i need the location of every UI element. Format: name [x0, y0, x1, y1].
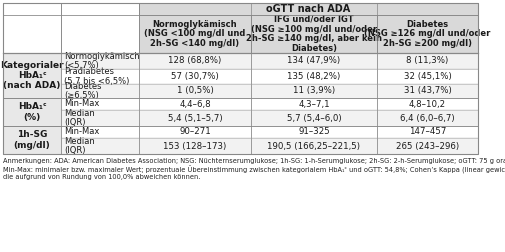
- Text: 8 (11,3%): 8 (11,3%): [406, 56, 448, 66]
- Bar: [376, 138, 477, 154]
- Bar: [61, 110, 139, 126]
- Text: 91–325: 91–325: [297, 128, 329, 137]
- Bar: [250, 69, 376, 84]
- Text: 190,5 (166,25–221,5): 190,5 (166,25–221,5): [267, 142, 360, 150]
- Bar: [250, 138, 376, 154]
- Text: 5,4 (5,1–5,7): 5,4 (5,1–5,7): [167, 113, 222, 122]
- Text: die aufgrund von Rundung von 100,0% abweichen können.: die aufgrund von Rundung von 100,0% abwe…: [3, 174, 200, 180]
- Text: 90–271: 90–271: [179, 128, 211, 137]
- Bar: [61, 3, 139, 15]
- Text: 57 (30,7%): 57 (30,7%): [171, 72, 219, 81]
- Bar: [139, 138, 250, 154]
- Text: 265 (243–296): 265 (243–296): [395, 142, 458, 150]
- Text: Anmerkungen: ADA: American Diabetes Association; NSG: Nüchternserumglukose; 1h-S: Anmerkungen: ADA: American Diabetes Asso…: [3, 158, 505, 164]
- Text: 153 (128–173): 153 (128–173): [163, 142, 226, 150]
- Bar: [139, 84, 250, 98]
- Bar: [3, 98, 61, 126]
- Bar: [139, 110, 250, 126]
- Bar: [61, 69, 139, 84]
- Bar: [376, 15, 477, 53]
- Text: 31 (43,7%): 31 (43,7%): [403, 86, 450, 96]
- Text: 4,4–6,8: 4,4–6,8: [179, 100, 211, 109]
- Bar: [250, 126, 376, 138]
- Bar: [250, 98, 376, 110]
- Bar: [250, 15, 376, 53]
- Bar: [61, 138, 139, 154]
- Bar: [139, 3, 477, 15]
- Text: Min-Max: Min-Max: [64, 128, 99, 137]
- Text: Median
(IQR): Median (IQR): [64, 109, 94, 127]
- Bar: [3, 53, 61, 98]
- Bar: [139, 126, 250, 138]
- Bar: [250, 53, 376, 69]
- Bar: [61, 53, 139, 69]
- Bar: [139, 15, 250, 53]
- Bar: [250, 84, 376, 98]
- Text: 11 (3,9%): 11 (3,9%): [292, 86, 334, 96]
- Text: Median
(IQR): Median (IQR): [64, 137, 94, 155]
- Bar: [376, 53, 477, 69]
- Bar: [61, 84, 139, 98]
- Bar: [139, 53, 250, 69]
- Bar: [376, 84, 477, 98]
- Bar: [376, 69, 477, 84]
- Bar: [3, 15, 61, 53]
- Text: Normoglykämisch
(NSG <100 mg/dl und
2h-SG <140 mg/dl): Normoglykämisch (NSG <100 mg/dl und 2h-S…: [144, 20, 245, 48]
- Text: 32 (45,1%): 32 (45,1%): [403, 72, 450, 81]
- Text: Min-Max: Min-Max: [64, 100, 99, 109]
- Text: 134 (47,9%): 134 (47,9%): [287, 56, 340, 66]
- Text: 5,7 (5,4–6,0): 5,7 (5,4–6,0): [286, 113, 341, 122]
- Text: IFG und/oder IGT
(NSG ≥100 mg/dl und/oder
2h-SG ≥140 mg/dl, aber kein
Diabetes): IFG und/oder IGT (NSG ≥100 mg/dl und/ode…: [245, 15, 381, 53]
- Text: 147–457: 147–457: [408, 128, 445, 137]
- Bar: [3, 3, 477, 154]
- Text: 135 (48,2%): 135 (48,2%): [287, 72, 340, 81]
- Bar: [376, 98, 477, 110]
- Text: Min-Max: minimaler bzw. maximaler Wert; prozentuale Übereinstimmung zwischen kat: Min-Max: minimaler bzw. maximaler Wert; …: [3, 166, 505, 174]
- Bar: [61, 126, 139, 138]
- Text: Diabetes
(≥6,5%): Diabetes (≥6,5%): [64, 82, 102, 100]
- Bar: [250, 110, 376, 126]
- Text: 4,8–10,2: 4,8–10,2: [408, 100, 445, 109]
- Text: 1 (0,5%): 1 (0,5%): [176, 86, 213, 96]
- Text: Diabetes
(NSG ≥126 mg/dl und/oder
2h-SG ≥200 mg/dl): Diabetes (NSG ≥126 mg/dl und/oder 2h-SG …: [364, 20, 490, 48]
- Bar: [376, 110, 477, 126]
- Bar: [61, 98, 139, 110]
- Text: 4,3–7,1: 4,3–7,1: [297, 100, 329, 109]
- Text: 6,4 (6,0–6,7): 6,4 (6,0–6,7): [399, 113, 454, 122]
- Text: HbA₁ᶜ
(%): HbA₁ᶜ (%): [18, 102, 46, 122]
- Bar: [61, 15, 139, 53]
- Text: oGTT nach ADA: oGTT nach ADA: [266, 4, 350, 14]
- Text: Prädiabetes
(5,7 bis <6,5%): Prädiabetes (5,7 bis <6,5%): [64, 67, 129, 86]
- Text: 128 (68,8%): 128 (68,8%): [168, 56, 221, 66]
- Text: Kategorialer
HbA₁ᶜ
(nach ADA): Kategorialer HbA₁ᶜ (nach ADA): [0, 60, 64, 90]
- Bar: [376, 126, 477, 138]
- Bar: [139, 98, 250, 110]
- Bar: [3, 126, 61, 154]
- Bar: [3, 3, 61, 15]
- Text: Normoglykämisch
(<5,7%): Normoglykämisch (<5,7%): [64, 52, 139, 70]
- Bar: [139, 69, 250, 84]
- Text: 1h-SG
(mg/dl): 1h-SG (mg/dl): [14, 130, 50, 150]
